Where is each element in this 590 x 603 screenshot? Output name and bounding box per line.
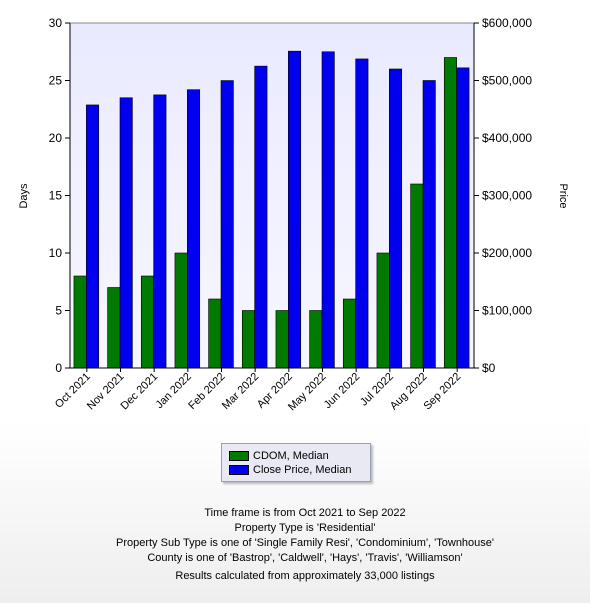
legend-item-close-price: Close Price, Median (229, 463, 351, 476)
x-tick-label: Sep 2022 (421, 371, 463, 413)
bar-cdom-sep-2022 (443, 57, 457, 369)
y-tick-label: 15 (49, 189, 63, 203)
bar-cdom-feb-2022 (208, 298, 222, 369)
bar-close-price-apr-2022 (288, 50, 302, 369)
note-county: County is one of 'Bastrop', 'Caldwell', … (147, 552, 463, 564)
legend-item-cdom: CDOM, Median (229, 449, 329, 462)
legend-swatch-close-price (229, 464, 249, 475)
y-tick-label: 0 (55, 361, 62, 375)
legend-label-cdom: CDOM, Median (253, 449, 329, 462)
bar-close-price-may-2022 (321, 51, 335, 369)
note-property-sub-type: Property Sub Type is one of 'Single Fami… (115, 537, 495, 549)
y2-tick-label: $300,000 (482, 189, 532, 203)
y2-tick-label: $200,000 (482, 246, 532, 260)
bar-cdom-jan-2022 (174, 252, 188, 369)
bar-close-price-oct-2021 (86, 104, 100, 369)
x-tick-label: Dec 2021 (119, 371, 161, 413)
x-tick-label: Jun 2022 (322, 371, 362, 411)
bar-cdom-apr-2022 (275, 310, 289, 369)
y-axis-title: Days (18, 183, 30, 209)
bar-cdom-jun-2022 (342, 298, 356, 369)
y2-tick-label: $600,000 (482, 16, 532, 30)
bar-close-price-feb-2022 (220, 80, 234, 369)
y-tick-label: 25 (49, 74, 63, 88)
y-tick-label: 20 (49, 131, 63, 145)
bar-cdom-mar-2022 (241, 310, 255, 369)
note-property-type: Property Type is 'Residential' (234, 522, 376, 534)
note-results-count: Results calculated from approximately 33… (175, 570, 435, 582)
y2-axis-title: Price (557, 183, 569, 208)
bar-close-price-mar-2022 (254, 65, 268, 369)
y2-tick-label: $500,000 (482, 74, 532, 88)
legend-label-close-price: Close Price, Median (253, 463, 352, 476)
chart: 0 5 10 15 20 25 30 $0 $100,000 $200,000 $300,000 $… (18, 16, 569, 413)
bar-close-price-aug-2022 (422, 80, 436, 369)
bar-close-price-jan-2022 (187, 89, 201, 369)
bar-cdom-aug-2022 (410, 183, 424, 369)
y2-tick-label: $400,000 (482, 131, 532, 145)
y2-tick-label: $100,000 (482, 304, 532, 318)
bar-cdom-dec-2021 (140, 275, 154, 369)
y2-tick-label: $0 (482, 361, 496, 375)
y-tick-label: 10 (49, 246, 63, 260)
y-tick-label: 30 (49, 16, 63, 30)
bar-close-price-jun-2022 (355, 58, 369, 369)
bar-close-price-dec-2021 (153, 94, 167, 369)
bar-close-price-jul-2022 (389, 68, 403, 369)
legend-swatch-cdom (229, 450, 249, 461)
bar-cdom-oct-2021 (73, 275, 87, 369)
bar-close-price-sep-2022 (456, 67, 470, 369)
bar-cdom-nov-2021 (107, 287, 121, 369)
legend: CDOM, Median Close Price, Median (221, 443, 371, 482)
note-time-frame: Time frame is from Oct 2021 to Sep 2022 (204, 507, 406, 519)
bar-cdom-jul-2022 (376, 252, 390, 369)
x-tick-label: Mar 2022 (220, 371, 261, 412)
chart-notes: Time frame is from Oct 2021 to Sep 2022 … (0, 506, 590, 584)
plot-area (69, 22, 475, 369)
y-tick-label: 5 (55, 304, 62, 318)
bar-cdom-may-2022 (309, 310, 323, 369)
bar-close-price-nov-2021 (119, 97, 133, 369)
